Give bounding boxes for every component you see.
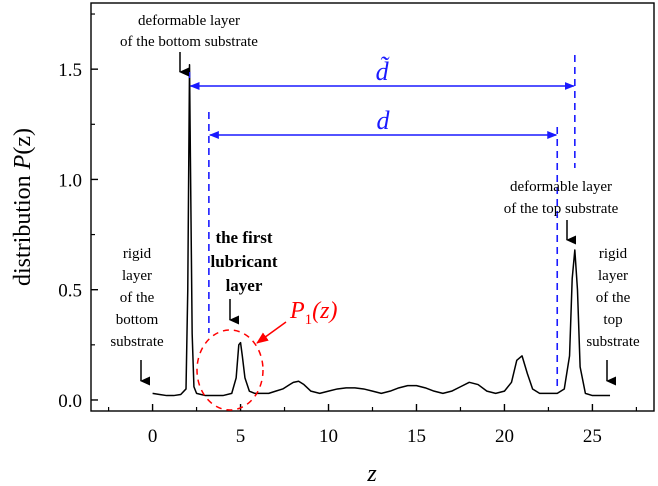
first-lubricant-line2: lubricant	[210, 252, 277, 271]
top-deformable-annotation: deformable layer of the top substrate	[504, 179, 619, 245]
bottom-deformable-line2: of the bottom substrate	[120, 34, 258, 50]
x-tick-label: 15	[407, 426, 426, 447]
x-tick-label: 20	[495, 426, 514, 447]
rigid-top-line3: of the	[596, 290, 631, 306]
rigid-bottom-line4: bottom	[116, 312, 159, 328]
d-label: d	[377, 106, 391, 135]
p1-label: P1(z)	[289, 298, 338, 328]
x-tick-label: 5	[236, 426, 246, 447]
rigid-top-line4: top	[603, 312, 622, 328]
x-axis: 0 5 10 15 20 25	[107, 404, 638, 447]
rigid-bottom-annotation: rigid layer of the bottom substrate	[110, 246, 164, 386]
distance-annotations: d̃ d	[188, 55, 576, 388]
top-deformable-line2: of the top substrate	[504, 201, 619, 217]
x-axis-label: z	[366, 461, 377, 486]
x-tick-label: 25	[583, 426, 602, 447]
y-axis-label: distribution P(z)	[10, 128, 36, 286]
x-tick-label: 0	[148, 426, 158, 447]
y-axis: 0.0 0.5 1.0 1.5	[58, 13, 98, 412]
first-lubricant-annotation: the first lubricant layer	[210, 228, 278, 325]
first-lubricant-line3: layer	[226, 276, 263, 295]
rigid-top-line1: rigid	[599, 246, 628, 262]
rigid-bottom-line1: rigid	[123, 246, 152, 262]
top-deformable-line1: deformable layer	[510, 179, 612, 195]
rigid-top-annotation: rigid layer of the top substrate	[586, 246, 640, 386]
p1-highlight: P1(z)	[196, 298, 338, 411]
p1-arrow-icon	[256, 321, 287, 344]
rigid-top-line5: substrate	[586, 334, 640, 350]
rigid-bottom-line5: substrate	[110, 334, 164, 350]
y-tick-label: 0.0	[58, 391, 82, 412]
d-tilde-label: d̃	[376, 57, 391, 86]
y-tick-label: 1.0	[58, 170, 82, 191]
y-tick-label: 0.5	[58, 281, 82, 302]
rigid-bottom-line3: of the	[120, 290, 155, 306]
x-tick-label: 10	[319, 426, 338, 447]
y-tick-label: 1.5	[58, 60, 82, 81]
rigid-top-line2: layer	[598, 268, 628, 284]
rigid-bottom-line2: layer	[122, 268, 152, 284]
bottom-deformable-line1: deformable layer	[138, 13, 240, 29]
p1-dashed-ellipse	[196, 329, 264, 411]
first-lubricant-line1: the first	[215, 228, 272, 247]
bottom-deformable-annotation: deformable layer of the bottom substrate	[120, 13, 258, 77]
